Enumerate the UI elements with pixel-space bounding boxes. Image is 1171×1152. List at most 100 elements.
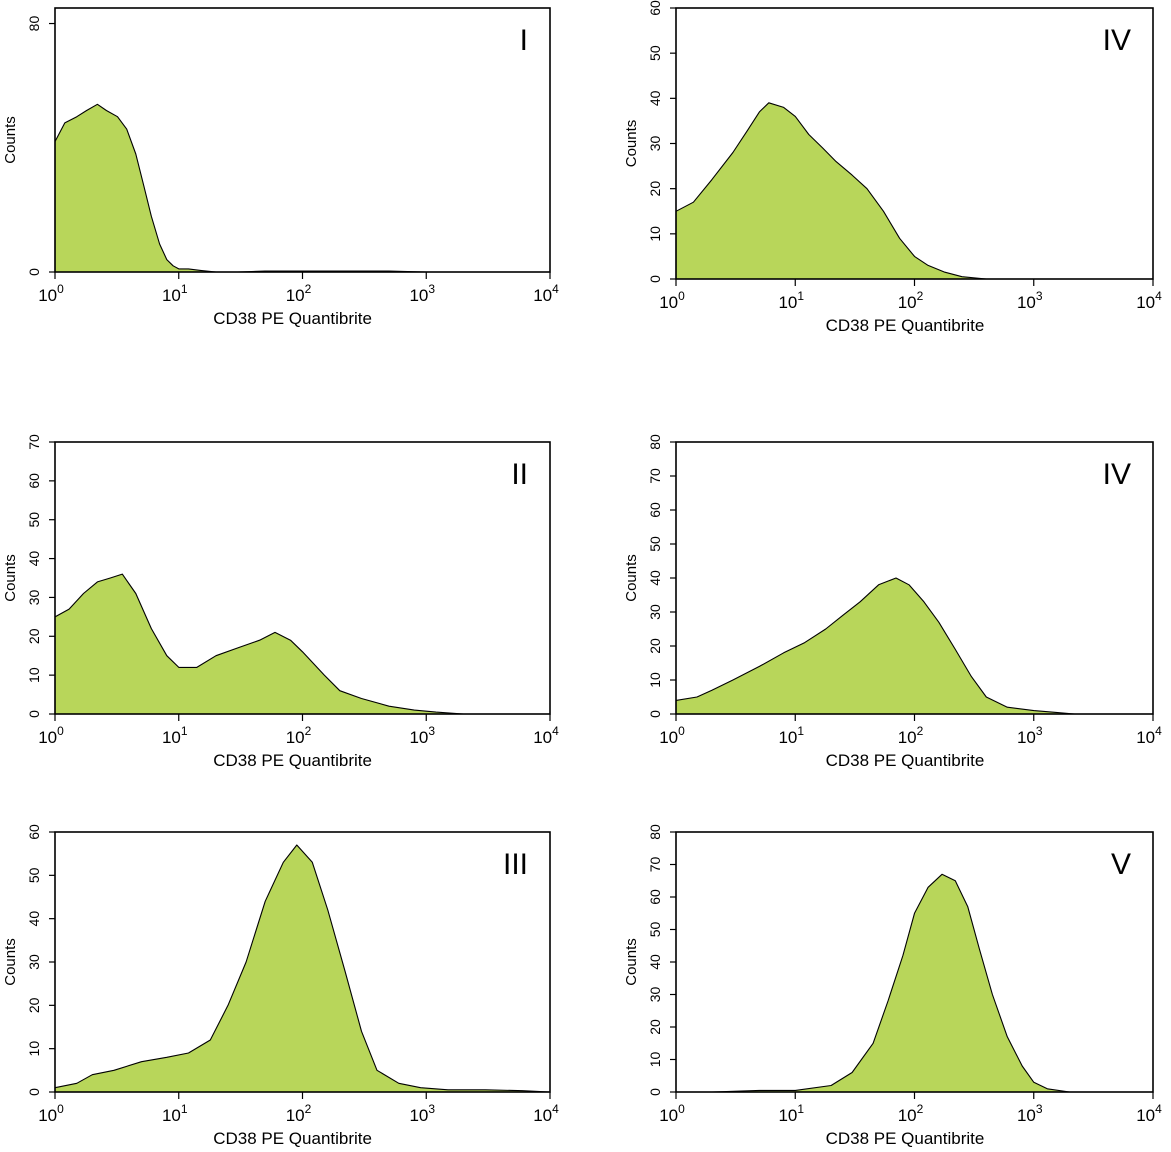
x-axis-label: CD38 PE Quantibrite	[213, 309, 372, 328]
x-tick-label: 100	[38, 1102, 64, 1125]
x-tick-exponent: 4	[1155, 724, 1162, 738]
histogram-area	[54, 103, 551, 273]
x-tick-exponent: 4	[1155, 289, 1162, 303]
y-tick-label: 20	[647, 638, 663, 654]
y-tick-label: 80	[647, 824, 663, 840]
x-tick-label: 101	[778, 289, 804, 312]
x-tick-exponent: 3	[1036, 1102, 1043, 1116]
x-tick-label: 104	[1136, 289, 1162, 312]
panel-label: V	[1111, 848, 1131, 881]
x-tick-exponent: 2	[917, 1102, 924, 1116]
x-axis-label: CD38 PE Quantibrite	[826, 316, 985, 335]
y-tick-label: 70	[647, 468, 663, 484]
histogram-area	[675, 873, 1154, 1093]
x-tick-label: 104	[533, 282, 559, 305]
y-tick-label: 10	[26, 667, 42, 683]
x-tick-exponent: 0	[678, 1102, 685, 1116]
x-tick-exponent: 3	[428, 724, 435, 738]
panel-label: I	[520, 24, 528, 57]
x-tick-label: 101	[778, 724, 804, 747]
y-tick-label: 40	[647, 90, 663, 106]
y-axis-label: Counts	[623, 554, 640, 602]
x-tick-label: 100	[659, 1102, 685, 1125]
y-axis-label: Counts	[2, 938, 19, 986]
x-tick-label: 102	[286, 724, 312, 747]
y-tick-label: 10	[647, 672, 663, 688]
x-tick-exponent: 4	[552, 1102, 559, 1116]
y-tick-label: 50	[26, 867, 42, 883]
histogram-area	[675, 102, 1154, 280]
x-tick-exponent: 0	[57, 282, 64, 296]
y-tick-label: 0	[647, 710, 663, 718]
x-tick-label: 103	[409, 282, 435, 305]
y-tick-label: 40	[647, 954, 663, 970]
y-tick-label: 60	[647, 889, 663, 905]
y-tick-label: 40	[26, 551, 42, 567]
y-tick-label: 60	[647, 502, 663, 518]
y-tick-label: 80	[647, 434, 663, 450]
y-tick-label: 50	[647, 922, 663, 938]
y-tick-label: 40	[647, 570, 663, 586]
x-tick-label: 100	[38, 724, 64, 747]
x-tick-exponent: 3	[428, 1102, 435, 1116]
y-tick-label: 0	[26, 710, 42, 718]
y-tick-label: 50	[26, 512, 42, 528]
x-tick-label: 104	[533, 724, 559, 747]
x-tick-label: 102	[286, 282, 312, 305]
histogram-area	[675, 577, 1154, 715]
y-axis-label: Counts	[623, 938, 640, 986]
panel-label: IV	[1103, 458, 1131, 491]
x-tick-exponent: 1	[797, 289, 804, 303]
panel-label: III	[503, 848, 528, 881]
x-tick-exponent: 3	[1036, 289, 1043, 303]
y-tick-label: 60	[26, 473, 42, 489]
x-tick-label: 103	[1017, 1102, 1043, 1125]
y-tick-label: 30	[647, 987, 663, 1003]
x-tick-exponent: 2	[305, 1102, 312, 1116]
x-tick-label: 103	[1017, 289, 1043, 312]
x-tick-label: 101	[778, 1102, 804, 1125]
x-tick-exponent: 3	[1036, 724, 1043, 738]
y-tick-label: 0	[26, 268, 42, 276]
y-axis-label: Counts	[623, 120, 640, 168]
x-tick-label: 103	[1017, 724, 1043, 747]
y-axis-label: Counts	[2, 554, 19, 602]
x-tick-exponent: 4	[552, 724, 559, 738]
x-tick-label: 101	[162, 1102, 188, 1125]
x-tick-label: 104	[1136, 724, 1162, 747]
x-tick-label: 100	[659, 289, 685, 312]
x-tick-exponent: 3	[428, 282, 435, 296]
x-tick-exponent: 2	[917, 724, 924, 738]
y-tick-label: 70	[26, 434, 42, 450]
y-tick-label: 60	[26, 824, 42, 840]
x-tick-label: 102	[898, 724, 924, 747]
y-tick-label: 10	[26, 1041, 42, 1057]
y-tick-label: 40	[26, 911, 42, 927]
x-tick-label: 102	[898, 289, 924, 312]
x-tick-label: 100	[38, 282, 64, 305]
x-axis-label: CD38 PE Quantibrite	[826, 1129, 985, 1148]
y-tick-label: 80	[26, 16, 42, 32]
x-tick-label: 103	[409, 1102, 435, 1125]
y-tick-label: 0	[26, 1088, 42, 1096]
x-tick-label: 104	[1136, 1102, 1162, 1125]
x-tick-exponent: 2	[305, 724, 312, 738]
x-tick-exponent: 0	[57, 724, 64, 738]
x-tick-exponent: 0	[678, 724, 685, 738]
x-tick-exponent: 0	[678, 289, 685, 303]
x-axis-label: CD38 PE Quantibrite	[213, 1129, 372, 1148]
y-tick-label: 20	[647, 1019, 663, 1035]
y-tick-label: 0	[647, 275, 663, 283]
histogram-area	[54, 573, 551, 715]
x-tick-exponent: 1	[797, 1102, 804, 1116]
x-tick-label: 101	[162, 724, 188, 747]
x-tick-exponent: 1	[181, 1102, 188, 1116]
y-tick-label: 60	[647, 0, 663, 16]
x-tick-exponent: 2	[305, 282, 312, 296]
